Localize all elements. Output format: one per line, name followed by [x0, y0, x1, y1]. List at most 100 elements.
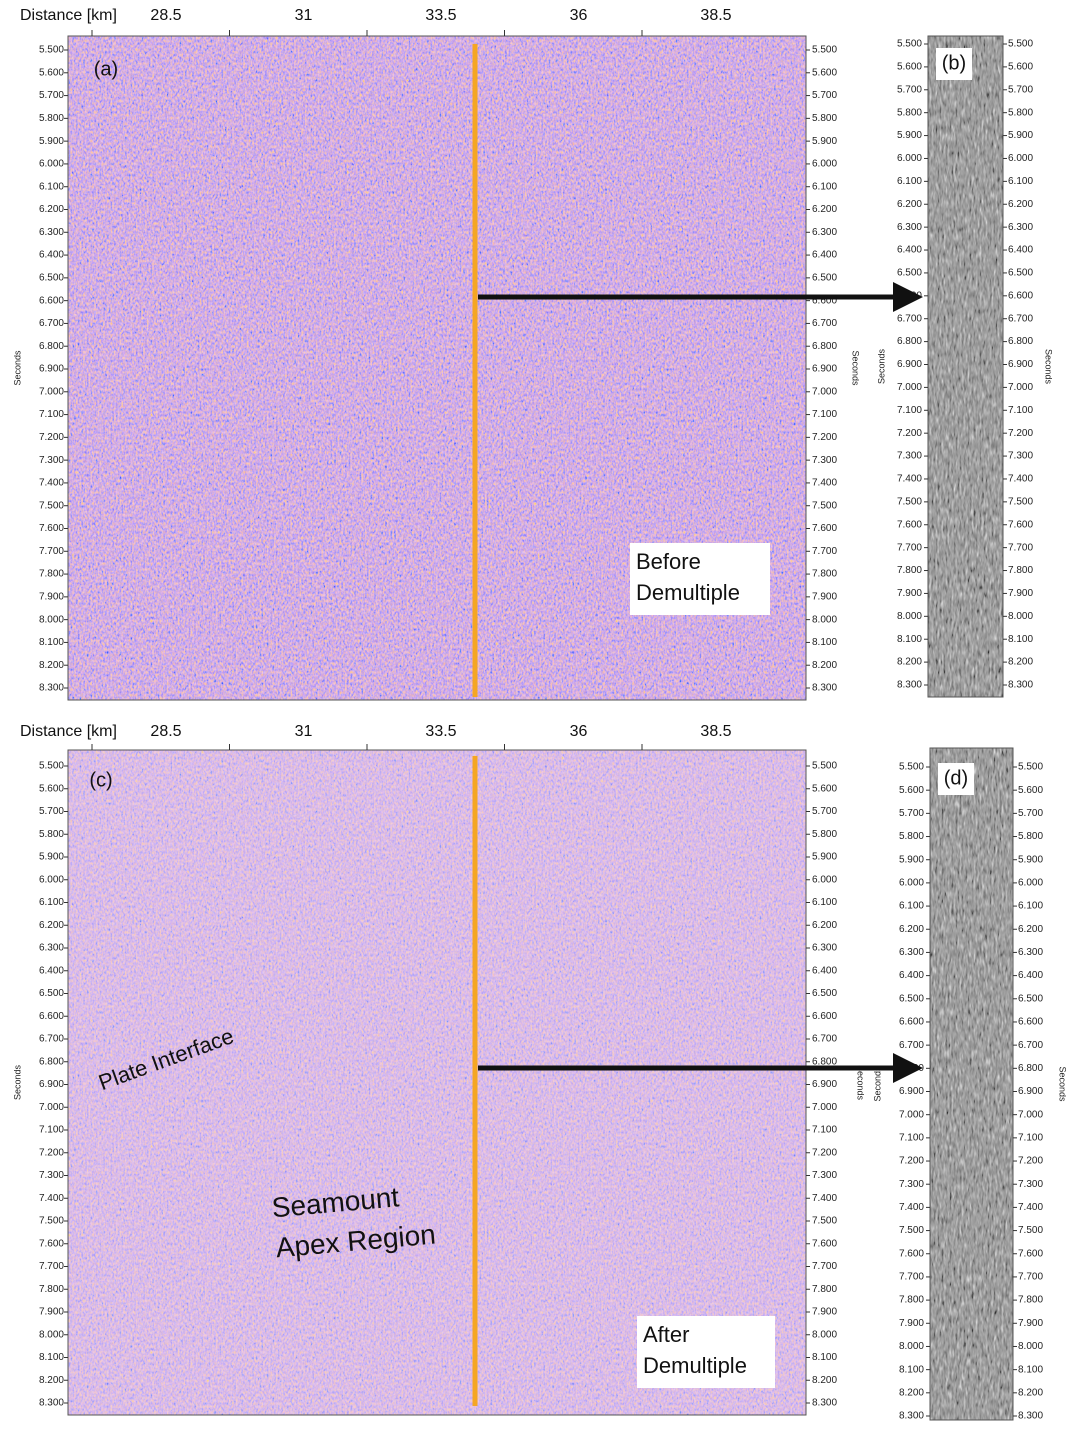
time-tick-label: 7.900 [812, 591, 837, 602]
time-tick-label: 5.600 [899, 785, 924, 796]
time-tick-label: 8.100 [39, 637, 64, 648]
time-tick-label: 6.600 [1008, 290, 1033, 301]
time-tick-label: 6.000 [39, 874, 64, 885]
time-tick-label: 6.900 [39, 364, 64, 375]
time-tick-label: 6.100 [897, 176, 922, 187]
time-tick-label: 6.600 [1018, 1017, 1043, 1028]
time-tick-label: 7.200 [812, 1147, 837, 1158]
distance-tick-label: 33.5 [425, 723, 456, 740]
time-tick-label: 7.400 [899, 1202, 924, 1213]
time-tick-label: 5.700 [812, 90, 837, 101]
time-tick-label: 6.600 [812, 295, 837, 306]
time-tick-label: 6.000 [812, 159, 837, 170]
axis-title: Seconds [876, 348, 886, 384]
time-tick-label: 8.300 [1018, 1411, 1043, 1422]
time-tick-label: 6.400 [39, 250, 64, 261]
distance-tick-label: 36 [570, 7, 588, 24]
distance-tick-label: 38.5 [700, 723, 731, 740]
time-tick-label: 5.800 [899, 831, 924, 842]
time-tick-label: 5.600 [812, 67, 837, 78]
time-tick-label: 6.700 [812, 318, 837, 329]
time-tick-label: 7.400 [1008, 474, 1033, 485]
axis-title: Seconds [872, 1066, 882, 1102]
time-tick-label: 5.600 [897, 62, 922, 73]
time-tick-label: 6.700 [897, 313, 922, 324]
time-tick-label: 6.700 [812, 1034, 837, 1045]
time-tick-label: 6.100 [1018, 901, 1043, 912]
time-tick-label: 7.600 [897, 519, 922, 530]
time-tick-label: 5.800 [897, 107, 922, 118]
time-tick-label: 7.200 [39, 432, 64, 443]
time-tick-label: 6.400 [39, 965, 64, 976]
axis-title: Seconds [1044, 349, 1054, 385]
panel-label: (a) [94, 58, 118, 80]
time-tick-label: 5.800 [39, 113, 64, 124]
time-tick-label: 7.300 [897, 451, 922, 462]
time-tick-label: 5.800 [812, 829, 837, 840]
time-tick-label: 6.100 [812, 181, 837, 192]
time-tick-label: 6.900 [812, 364, 837, 375]
time-tick-label: 8.100 [1018, 1364, 1043, 1375]
time-tick-label: 7.600 [1018, 1248, 1043, 1259]
time-tick-label: 8.300 [39, 683, 64, 694]
panel-frame [929, 747, 1014, 1421]
time-tick-label: 7.600 [812, 523, 837, 534]
time-tick-label: 5.600 [39, 67, 64, 78]
time-tick-label: 6.000 [812, 874, 837, 885]
time-tick-label: 7.700 [812, 1261, 837, 1272]
time-tick-label: 7.500 [39, 500, 64, 511]
time-tick-label: 6.100 [39, 897, 64, 908]
time-tick-label: 8.000 [899, 1341, 924, 1352]
axis-title: Seconds [856, 1065, 866, 1101]
label-box [936, 48, 972, 80]
distance-tick-label: 31 [295, 7, 313, 24]
time-tick-label: 5.500 [812, 45, 837, 56]
time-tick-label: 7.300 [899, 1179, 924, 1190]
time-tick-label: 6.300 [39, 943, 64, 954]
distance-tick-label: 31 [295, 723, 313, 740]
time-tick-label: 7.000 [1018, 1109, 1043, 1120]
time-tick-label: 6.000 [1018, 878, 1043, 889]
time-tick-label: 5.500 [899, 762, 924, 773]
time-tick-label: 7.200 [899, 1156, 924, 1167]
time-tick-label: 7.600 [1008, 519, 1033, 530]
time-tick-label: 8.200 [899, 1387, 924, 1398]
annotation: After [643, 1322, 689, 1347]
time-tick-label: 5.900 [812, 852, 837, 863]
time-tick-label: 7.400 [39, 478, 64, 489]
time-tick-label: 7.200 [897, 428, 922, 439]
time-tick-label: 7.100 [39, 409, 64, 420]
time-tick-label: 6.500 [39, 272, 64, 283]
time-tick-label: 7.500 [1008, 496, 1033, 507]
time-tick-label: 7.900 [812, 1307, 837, 1318]
time-tick-label: 8.100 [897, 634, 922, 645]
time-tick-label: 8.000 [812, 614, 837, 625]
time-tick-label: 7.800 [39, 1284, 64, 1295]
time-tick-label: 8.000 [1018, 1341, 1043, 1352]
time-tick-label: 6.100 [812, 897, 837, 908]
time-tick-label: 8.000 [897, 611, 922, 622]
time-tick-label: 6.900 [39, 1079, 64, 1090]
time-tick-label: 7.400 [1018, 1202, 1043, 1213]
time-tick-label: 6.200 [812, 204, 837, 215]
annotation: Demultiple [636, 580, 740, 605]
time-tick-label: 7.000 [899, 1109, 924, 1120]
time-tick-label: 8.300 [812, 1398, 837, 1409]
time-tick-label: 7.000 [39, 386, 64, 397]
time-tick-label: 6.200 [899, 924, 924, 935]
time-tick-label: 6.300 [812, 943, 837, 954]
time-tick-label: 5.800 [39, 829, 64, 840]
time-tick-label: 6.800 [1008, 336, 1033, 347]
time-tick-label: 7.600 [812, 1238, 837, 1249]
time-tick-label: 6.300 [1018, 947, 1043, 958]
time-tick-label: 6.500 [897, 268, 922, 279]
time-tick-label: 7.500 [1018, 1225, 1043, 1236]
time-tick-label: 6.500 [899, 993, 924, 1004]
time-tick-label: 8.000 [1008, 611, 1033, 622]
time-tick-label: 6.500 [1008, 268, 1033, 279]
time-tick-label: 7.700 [897, 542, 922, 553]
time-tick-label: 6.200 [812, 920, 837, 931]
annotation: Demultiple [643, 1353, 747, 1378]
time-tick-label: 7.100 [812, 1125, 837, 1136]
time-tick-label: 6.900 [899, 1086, 924, 1097]
